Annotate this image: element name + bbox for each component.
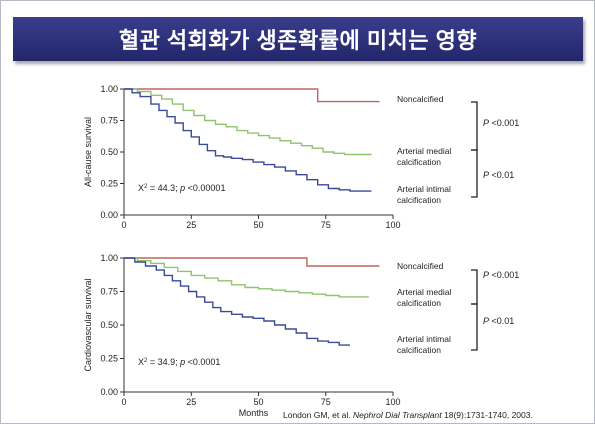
series-label-intimal-line2: calcification [397,345,441,355]
series-label-medial: Arterial medial [397,146,451,156]
x-tick-label: 0 [121,397,126,407]
comparison-bracket-lower [471,303,478,351]
y-tick-label: 0.50 [100,320,118,330]
slide-title: 혈관 석회화가 생존확률에 미치는 영향 [13,17,583,61]
series-label-noncalcified: Noncalcified [397,94,444,104]
series-line-noncalcified [124,257,380,267]
x-tick-label: 100 [385,220,400,230]
series-label-intimal: Arterial intimal [397,184,451,194]
chi-square-annotation: X2 = 44.3; p <0.00001 [138,183,225,193]
x-axis-label: Months [239,408,269,418]
chart-panel-1: 0.00 0.25 0.50 0.75 1.00 0 25 50 75 100 All-cause … [83,84,519,230]
citation: London GM, et al. Nephrol Dial Transplan… [283,410,533,420]
series-label-medial-line2: calcification [397,157,441,167]
x-tick-label: 75 [321,397,331,407]
y-tick-label: 0.75 [100,116,118,126]
y-tick-label: 1.00 [100,84,118,94]
citation-details: 18(9):1731-1740, 2003. [444,410,533,420]
p-value-label: P <0.01 [483,170,514,180]
x-tick-label: 50 [253,397,263,407]
x-tick-label: 0 [121,220,126,230]
series-label-medial-line2: calcification [397,298,441,308]
p-value-label: P <0.001 [483,270,519,280]
comparison-bracket-upper [471,269,478,305]
y-tick-label: 0.25 [100,354,118,364]
series-label-medial: Arterial medial [397,287,451,297]
series-line-intimal [124,257,350,346]
series-label-intimal: Arterial intimal [397,334,451,344]
series-label-intimal-line2: calcification [397,195,441,205]
citation-authors: London GM, et al. [283,410,351,420]
x-tick-label: 100 [385,397,400,407]
comparison-bracket-lower [471,149,478,198]
y-tick-label: 0.00 [100,210,118,220]
x-tick-label: 50 [253,220,263,230]
y-tick-label: 0.50 [100,147,118,157]
series-label-noncalcified: Noncalcified [397,261,444,271]
y-tick-label: 1.00 [100,253,118,263]
series-line-medial [124,88,372,156]
p-value-label: P <0.01 [483,316,514,326]
x-tick-label: 25 [186,397,196,407]
chart-panel-2: 0.00 0.25 0.50 0.75 1.00 0 25 50 75 100 Cardiovasc… [83,253,519,418]
comparison-bracket-upper [471,101,478,151]
citation-journal: Nephrol Dial Transplant [352,410,442,420]
x-tick-label: 25 [186,220,196,230]
series-line-medial [124,257,369,298]
p-value-label: P <0.001 [483,118,519,128]
x-tick-label: 75 [321,220,331,230]
series-line-intimal [124,88,372,192]
y-axis-label: Cardiovascular survival [83,278,93,371]
series-line-noncalcified [124,88,380,103]
y-tick-label: 0.75 [100,287,118,297]
y-tick-label: 0.00 [100,387,118,397]
y-tick-label: 0.25 [100,179,118,189]
chi-square-annotation: X2 = 34.9; p <0.0001 [138,357,220,367]
y-axis-label: All-cause survival [83,117,93,187]
